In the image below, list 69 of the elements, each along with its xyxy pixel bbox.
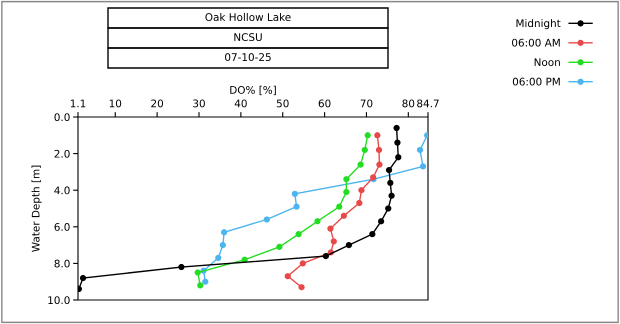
point: [395, 154, 402, 160]
point: [388, 192, 395, 199]
text: 07-10-25: [225, 53, 271, 62]
y-tick-label: 6.0: [54, 223, 70, 231]
point: [357, 161, 364, 168]
x-axis-title: DO% [%]: [230, 86, 276, 96]
point: [293, 204, 300, 210]
y-axis-title: Water Depth [m]: [32, 166, 42, 252]
point: [356, 200, 362, 206]
point: [376, 161, 383, 168]
x-tick-label: 60: [318, 99, 331, 108]
point: [215, 254, 222, 262]
point: [327, 226, 334, 232]
point: [264, 216, 270, 223]
x-tick-label: 20: [151, 99, 164, 108]
legend-label: 06:00 AM: [512, 38, 560, 47]
legend-label: Midnight: [516, 19, 561, 30]
point: [322, 252, 329, 260]
point: [420, 163, 426, 170]
legend-label: 06:00 PM: [512, 78, 560, 86]
point: [220, 229, 228, 236]
point: [197, 282, 204, 288]
x-tick-label: 30: [193, 99, 205, 108]
x-tick-label: 1.1: [70, 100, 86, 108]
point: [296, 230, 302, 238]
point: [346, 242, 352, 248]
point: [386, 166, 392, 174]
x-tick-label: 80: [402, 99, 414, 108]
y-tick-label: 2.0: [54, 150, 70, 158]
point: [394, 139, 401, 146]
chart-title: Oak Hollow Lake: [205, 12, 291, 22]
point: [364, 132, 371, 138]
x-tick-label: 10: [110, 99, 122, 108]
y-tick-label: 0.0: [54, 113, 70, 122]
point: [358, 187, 365, 194]
point: [336, 204, 342, 210]
point: [343, 176, 350, 182]
point: [220, 242, 226, 248]
point: [314, 218, 321, 224]
point: [298, 284, 305, 290]
point: [393, 124, 400, 132]
legend-label: Noon: [534, 58, 560, 66]
point: [292, 190, 298, 197]
point: [284, 273, 291, 280]
x-tick-label: 84.7: [417, 99, 439, 108]
point: [374, 132, 380, 138]
point: [369, 230, 376, 238]
y-tick-label: 4.0: [54, 186, 70, 194]
point: [80, 274, 86, 282]
point: [340, 212, 347, 219]
point: [387, 180, 394, 186]
y-tick-label: 8.0: [54, 260, 70, 268]
y-tick-label: 10.0: [48, 296, 70, 304]
point: [416, 146, 424, 154]
point: [194, 269, 201, 276]
x-tick-label: 50: [276, 99, 289, 108]
point: [385, 205, 392, 212]
x-tick-label: 40: [234, 99, 247, 108]
point: [343, 188, 350, 196]
point: [330, 238, 337, 245]
point: [362, 146, 368, 154]
chart-subtitle: NCSU: [234, 33, 262, 42]
point: [178, 264, 185, 270]
point: [300, 260, 306, 267]
point: [378, 218, 384, 224]
point: [202, 278, 208, 285]
point: [376, 146, 382, 154]
point: [276, 244, 282, 250]
x-tick-label: 70: [360, 99, 372, 108]
